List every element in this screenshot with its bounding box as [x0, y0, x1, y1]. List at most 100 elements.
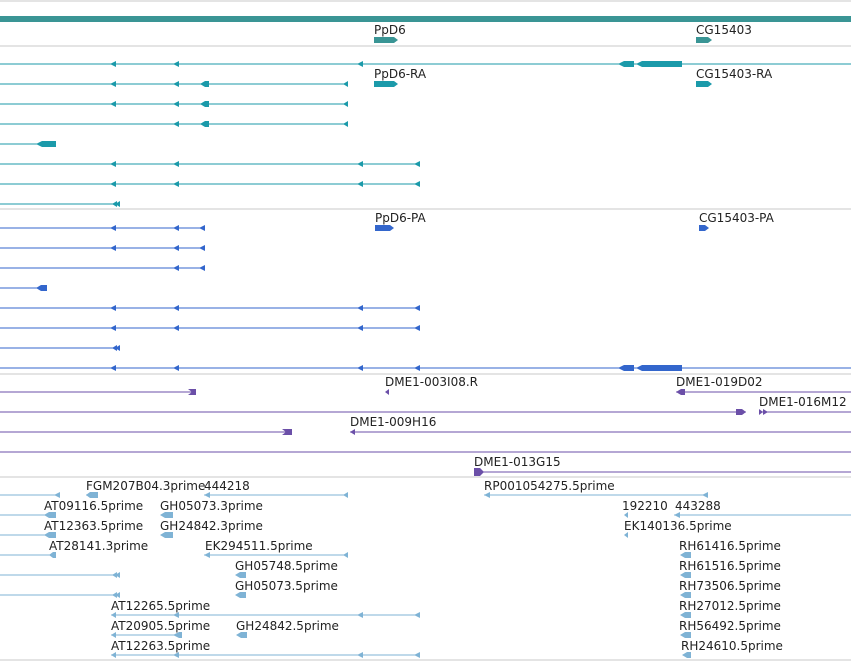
est-444218-end[interactable]	[204, 492, 210, 498]
est-444218-end2[interactable]	[343, 492, 348, 498]
mrna-exon[interactable]	[110, 61, 116, 67]
est-ek294511-end[interactable]	[204, 552, 210, 558]
ruler-bar[interactable]	[0, 16, 851, 22]
clone-end[interactable]	[188, 389, 196, 395]
mrna-exon[interactable]	[636, 61, 682, 67]
est-gh24842-3-end[interactable]	[160, 532, 173, 538]
est-rh61516-end[interactable]	[680, 572, 691, 578]
mrna-exon[interactable]	[36, 141, 56, 147]
est-end[interactable]	[54, 492, 60, 498]
mrna-exon[interactable]	[343, 81, 348, 87]
cds-exon[interactable]	[357, 365, 363, 371]
cds-exon[interactable]	[414, 305, 420, 311]
clone-003i08-end[interactable]	[385, 389, 389, 395]
cds-exon[interactable]	[173, 325, 179, 331]
cds-exon[interactable]	[110, 365, 116, 371]
clone-009h16-end[interactable]	[350, 429, 355, 435]
clone-end[interactable]	[282, 429, 292, 435]
cds-exon[interactable]	[110, 325, 116, 331]
cds-exon[interactable]	[115, 345, 120, 351]
est-end[interactable]	[357, 652, 363, 658]
est-end[interactable]	[112, 572, 117, 578]
cds-exon[interactable]	[636, 365, 682, 371]
est-at20905-end[interactable]	[111, 632, 116, 638]
cds-exon[interactable]	[173, 225, 179, 231]
est-rh56492-end[interactable]	[680, 632, 691, 638]
mrna-exon[interactable]	[110, 161, 116, 167]
est-gh24842-5-end[interactable]	[236, 632, 247, 638]
mrna-exon[interactable]	[110, 81, 116, 87]
est-end[interactable]	[115, 572, 120, 578]
mrna-exon[interactable]	[200, 101, 209, 107]
est-end[interactable]	[357, 612, 363, 618]
est-rp001-end2[interactable]	[702, 492, 708, 498]
mrna-exon[interactable]	[357, 181, 363, 187]
mrna-ppd6-ra[interactable]	[374, 81, 394, 87]
gene-cg15403[interactable]	[696, 37, 708, 43]
mrna-exon[interactable]	[357, 161, 363, 167]
clone-016m12-end2[interactable]	[763, 409, 768, 415]
cds-exon[interactable]	[110, 245, 116, 251]
cds-exon[interactable]	[618, 365, 634, 371]
est-at12265-end[interactable]	[111, 612, 116, 618]
est-end[interactable]	[115, 592, 120, 598]
cds-exon[interactable]	[414, 325, 420, 331]
mrna-exon[interactable]	[200, 121, 209, 127]
clone-016m12-end[interactable]	[759, 409, 763, 415]
est-fgm-end[interactable]	[86, 492, 98, 498]
est-ek294511-end2[interactable]	[343, 552, 348, 558]
est-rh24610-end[interactable]	[682, 652, 691, 658]
est-rh73506-end[interactable]	[680, 592, 691, 598]
clone-019d02-end[interactable]	[676, 389, 685, 395]
mrna-exon[interactable]	[414, 181, 420, 187]
cds-exon[interactable]	[36, 285, 47, 291]
est-end[interactable]	[173, 652, 179, 658]
cds-exon[interactable]	[110, 225, 116, 231]
cds-exon[interactable]	[112, 345, 117, 351]
cds-exon[interactable]	[199, 245, 205, 251]
cds-exon[interactable]	[173, 245, 179, 251]
cds-cg15403-pa[interactable]	[699, 225, 705, 231]
est-at12263-end[interactable]	[111, 652, 116, 658]
est-gh05748-end[interactable]	[235, 572, 246, 578]
est-rh61416-end[interactable]	[680, 552, 691, 558]
est-end[interactable]	[414, 652, 420, 658]
mrna-exon[interactable]	[115, 201, 120, 207]
mrna-exon[interactable]	[112, 201, 117, 207]
est-ek140136-end[interactable]	[624, 532, 628, 538]
mrna-exon[interactable]	[343, 121, 348, 127]
est-at09116-end[interactable]	[44, 512, 56, 518]
cds-exon[interactable]	[173, 365, 179, 371]
mrna-exon[interactable]	[173, 161, 179, 167]
est-gh05073-5-end[interactable]	[235, 592, 246, 598]
mrna-cg15403-ra[interactable]	[696, 81, 708, 87]
mrna-exon[interactable]	[173, 81, 179, 87]
cds-exon[interactable]	[110, 305, 116, 311]
mrna-exon[interactable]	[343, 101, 348, 107]
mrna-exon[interactable]	[173, 181, 179, 187]
est-rp001-end[interactable]	[484, 492, 490, 498]
clone-013g15-end[interactable]	[474, 468, 484, 476]
est-gh05073-3-end[interactable]	[160, 512, 173, 518]
cds-exon[interactable]	[199, 265, 205, 271]
est-end[interactable]	[414, 612, 420, 618]
mrna-exon[interactable]	[110, 101, 116, 107]
mrna-exon[interactable]	[173, 121, 179, 127]
est-443288-end[interactable]	[674, 512, 680, 518]
est-end[interactable]	[112, 592, 117, 598]
cds-exon[interactable]	[357, 305, 363, 311]
est-end[interactable]	[173, 612, 179, 618]
mrna-exon[interactable]	[173, 61, 179, 67]
cds-exon[interactable]	[173, 265, 179, 271]
gene-ppd6[interactable]	[374, 37, 394, 43]
mrna-exon[interactable]	[414, 161, 420, 167]
mrna-exon[interactable]	[200, 81, 209, 87]
cds-exon[interactable]	[199, 225, 205, 231]
est-rh27012-end[interactable]	[680, 612, 691, 618]
cds-exon[interactable]	[357, 325, 363, 331]
clone-end[interactable]	[736, 409, 746, 415]
cds-exon[interactable]	[414, 365, 420, 371]
est-at28141-end[interactable]	[49, 552, 56, 558]
est-at12363-end[interactable]	[44, 532, 56, 538]
mrna-exon[interactable]	[618, 61, 634, 67]
